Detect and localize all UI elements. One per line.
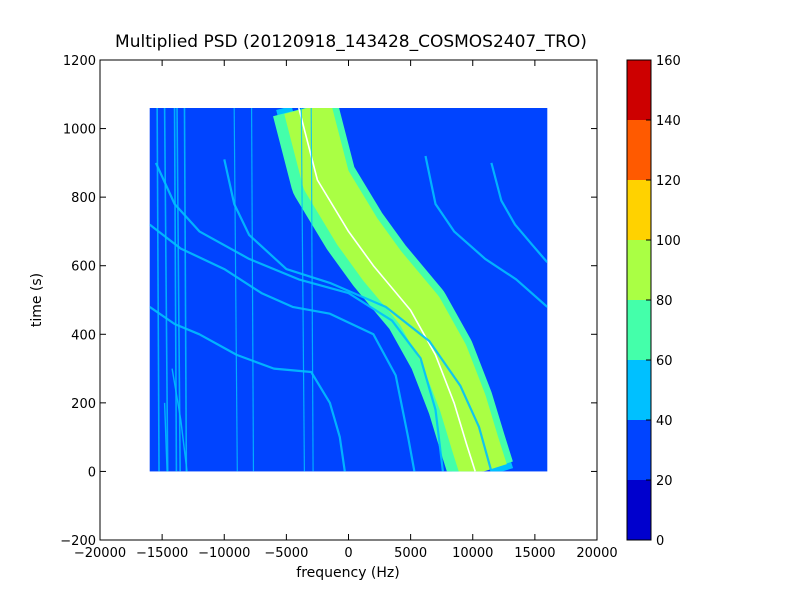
colorbar-tick-label: 140 <box>656 114 681 129</box>
vertical-line <box>173 108 178 472</box>
vertical-line <box>183 108 188 472</box>
colorbar-level <box>627 300 651 360</box>
y-tick-label: 400 <box>71 328 96 343</box>
x-tick-label: −15000 <box>136 546 188 561</box>
colorbar-tick-label: 40 <box>656 414 673 429</box>
vertical-line <box>233 108 238 472</box>
vertical-line <box>176 108 181 472</box>
secondary-trace <box>154 162 444 472</box>
secondary-trace <box>163 402 168 472</box>
secondary-trace <box>171 368 188 472</box>
x-tick-label: 20000 <box>576 546 617 561</box>
vertical-line <box>156 108 160 472</box>
y-tick-label: 1200 <box>63 54 96 69</box>
x-tick-label: 10000 <box>452 546 493 561</box>
secondary-trace <box>149 223 416 472</box>
secondary-trace <box>424 155 548 308</box>
vertical-line <box>300 108 305 472</box>
colorbar-tick-label: 120 <box>656 174 681 189</box>
y-tick-label: 0 <box>88 465 96 480</box>
vertical-line <box>163 108 169 472</box>
x-tick-label: −10000 <box>198 546 250 561</box>
x-tick-label: −20000 <box>74 546 126 561</box>
plot-area <box>99 59 598 541</box>
y-tick-label: 1000 <box>63 123 96 138</box>
colorbar-tick-label: 80 <box>656 294 673 309</box>
x-tick-label: 5000 <box>394 546 427 561</box>
colorbar-level <box>627 60 651 120</box>
vertical-line <box>310 108 314 472</box>
main-band-yellowgreen <box>284 108 507 472</box>
chart-title: Multiplied PSD (20120918_143428_COSMOS24… <box>115 32 587 52</box>
y-tick-label: −200 <box>60 534 96 549</box>
colorbar-tick-label: 0 <box>656 534 664 549</box>
colorbar-tick-label: 160 <box>656 54 681 69</box>
vertical-line <box>250 108 255 472</box>
x-tick-label: 0 <box>344 546 352 561</box>
colorbar-level <box>627 180 651 240</box>
x-axis: −20000 −15000 −10000 −5000 0 5000 10000 15000 20… <box>74 60 618 561</box>
main-trace-white <box>298 108 476 472</box>
colorbar-tick-label: 20 <box>656 474 673 489</box>
y-axis-label: time (s) <box>29 273 45 327</box>
heatmap-features <box>149 108 548 472</box>
colorbar-level <box>627 120 651 180</box>
secondary-trace <box>223 159 493 472</box>
colorbar-level <box>627 420 651 480</box>
x-tick-label: −5000 <box>264 546 308 561</box>
colorbar-level <box>627 240 651 300</box>
y-tick-label: 800 <box>71 191 96 206</box>
secondary-trace <box>149 305 346 472</box>
secondary-trace <box>490 162 548 264</box>
y-tick-label: 200 <box>71 397 96 412</box>
colorbar-tick-label: 100 <box>656 234 681 249</box>
colorbar-level <box>627 360 651 420</box>
x-axis-label: frequency (Hz) <box>296 565 399 581</box>
colorbar: 0 20 40 60 80 100 120 140 160 <box>626 54 681 549</box>
y-axis: −200 0 200 400 600 800 1000 1200 <box>60 54 597 549</box>
x-tick-label: 15000 <box>514 546 555 561</box>
y-tick-label: 600 <box>71 260 96 275</box>
colorbar-level <box>627 480 651 540</box>
colorbar-tick-label: 60 <box>656 354 673 369</box>
